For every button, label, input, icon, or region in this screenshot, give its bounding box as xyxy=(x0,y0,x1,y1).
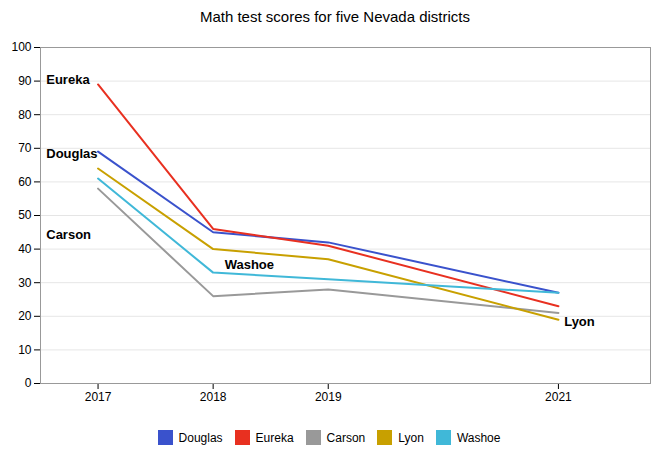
svg-text:60: 60 xyxy=(18,175,32,189)
svg-text:Lyon: Lyon xyxy=(564,314,595,329)
svg-text:40: 40 xyxy=(18,242,32,256)
svg-text:2017: 2017 xyxy=(85,390,112,404)
svg-text:30: 30 xyxy=(18,276,32,290)
svg-text:80: 80 xyxy=(18,108,32,122)
html-text:Douglas: Douglas xyxy=(178,430,223,445)
html-text:Washoe: Washoe xyxy=(456,430,501,445)
svg-text:Carson: Carson xyxy=(46,227,91,242)
html-text:Eureka: Eureka xyxy=(255,430,294,445)
html-text:Carson: Carson xyxy=(326,430,366,445)
html-text:Lyon: Lyon xyxy=(398,430,424,445)
svg-text:20: 20 xyxy=(18,309,32,323)
svg-text:Douglas: Douglas xyxy=(46,146,97,161)
svg-text:Washoe: Washoe xyxy=(225,257,274,272)
svg-text:90: 90 xyxy=(18,74,32,88)
html-text:Math test scores for five Neva: Math test scores for five Nevada distric… xyxy=(199,8,470,25)
svg-text:10: 10 xyxy=(18,343,32,357)
svg-text:0: 0 xyxy=(25,376,32,390)
svg-text:2021: 2021 xyxy=(545,390,572,404)
svg-text:2019: 2019 xyxy=(315,390,342,404)
svg-text:100: 100 xyxy=(11,40,31,54)
svg-text:70: 70 xyxy=(18,141,32,155)
svg-text:2018: 2018 xyxy=(200,390,227,404)
svg-text:Eureka: Eureka xyxy=(46,72,90,87)
svg-text:50: 50 xyxy=(18,208,32,222)
